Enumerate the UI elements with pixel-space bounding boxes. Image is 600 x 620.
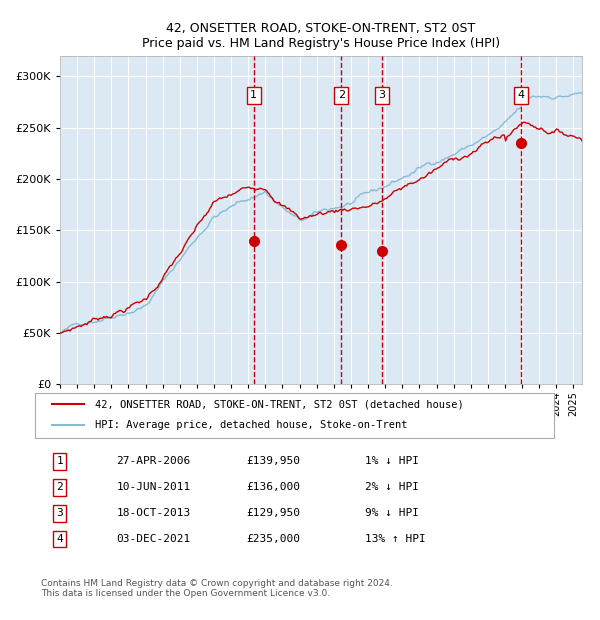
Text: 42, ONSETTER ROAD, STOKE-ON-TRENT, ST2 0ST (detached house): 42, ONSETTER ROAD, STOKE-ON-TRENT, ST2 0… <box>95 399 464 409</box>
Text: 27-APR-2006: 27-APR-2006 <box>116 456 191 466</box>
Text: 18-OCT-2013: 18-OCT-2013 <box>116 508 191 518</box>
Text: 3: 3 <box>378 91 385 100</box>
Bar <box>254 56 521 384</box>
Text: 03-DEC-2021: 03-DEC-2021 <box>116 534 191 544</box>
Text: Contains HM Land Registry data © Crown copyright and database right 2024.
This d: Contains HM Land Registry data © Crown c… <box>41 579 392 598</box>
Text: 2: 2 <box>338 91 345 100</box>
Text: 2% ↓ HPI: 2% ↓ HPI <box>365 482 419 492</box>
Text: 4: 4 <box>517 91 524 100</box>
Text: 9% ↓ HPI: 9% ↓ HPI <box>365 508 419 518</box>
FancyBboxPatch shape <box>35 393 554 438</box>
Text: 3: 3 <box>56 508 63 518</box>
Text: 2: 2 <box>56 482 63 492</box>
Text: 4: 4 <box>56 534 63 544</box>
Text: 1: 1 <box>250 91 257 100</box>
Text: £129,950: £129,950 <box>246 508 300 518</box>
Title: 42, ONSETTER ROAD, STOKE-ON-TRENT, ST2 0ST
Price paid vs. HM Land Registry's Hou: 42, ONSETTER ROAD, STOKE-ON-TRENT, ST2 0… <box>142 22 500 50</box>
Text: £136,000: £136,000 <box>246 482 300 492</box>
Text: 1: 1 <box>56 456 63 466</box>
Text: 1% ↓ HPI: 1% ↓ HPI <box>365 456 419 466</box>
Text: HPI: Average price, detached house, Stoke-on-Trent: HPI: Average price, detached house, Stok… <box>95 420 407 430</box>
Text: £139,950: £139,950 <box>246 456 300 466</box>
Text: 13% ↑ HPI: 13% ↑ HPI <box>365 534 425 544</box>
Text: £235,000: £235,000 <box>246 534 300 544</box>
Text: 10-JUN-2011: 10-JUN-2011 <box>116 482 191 492</box>
